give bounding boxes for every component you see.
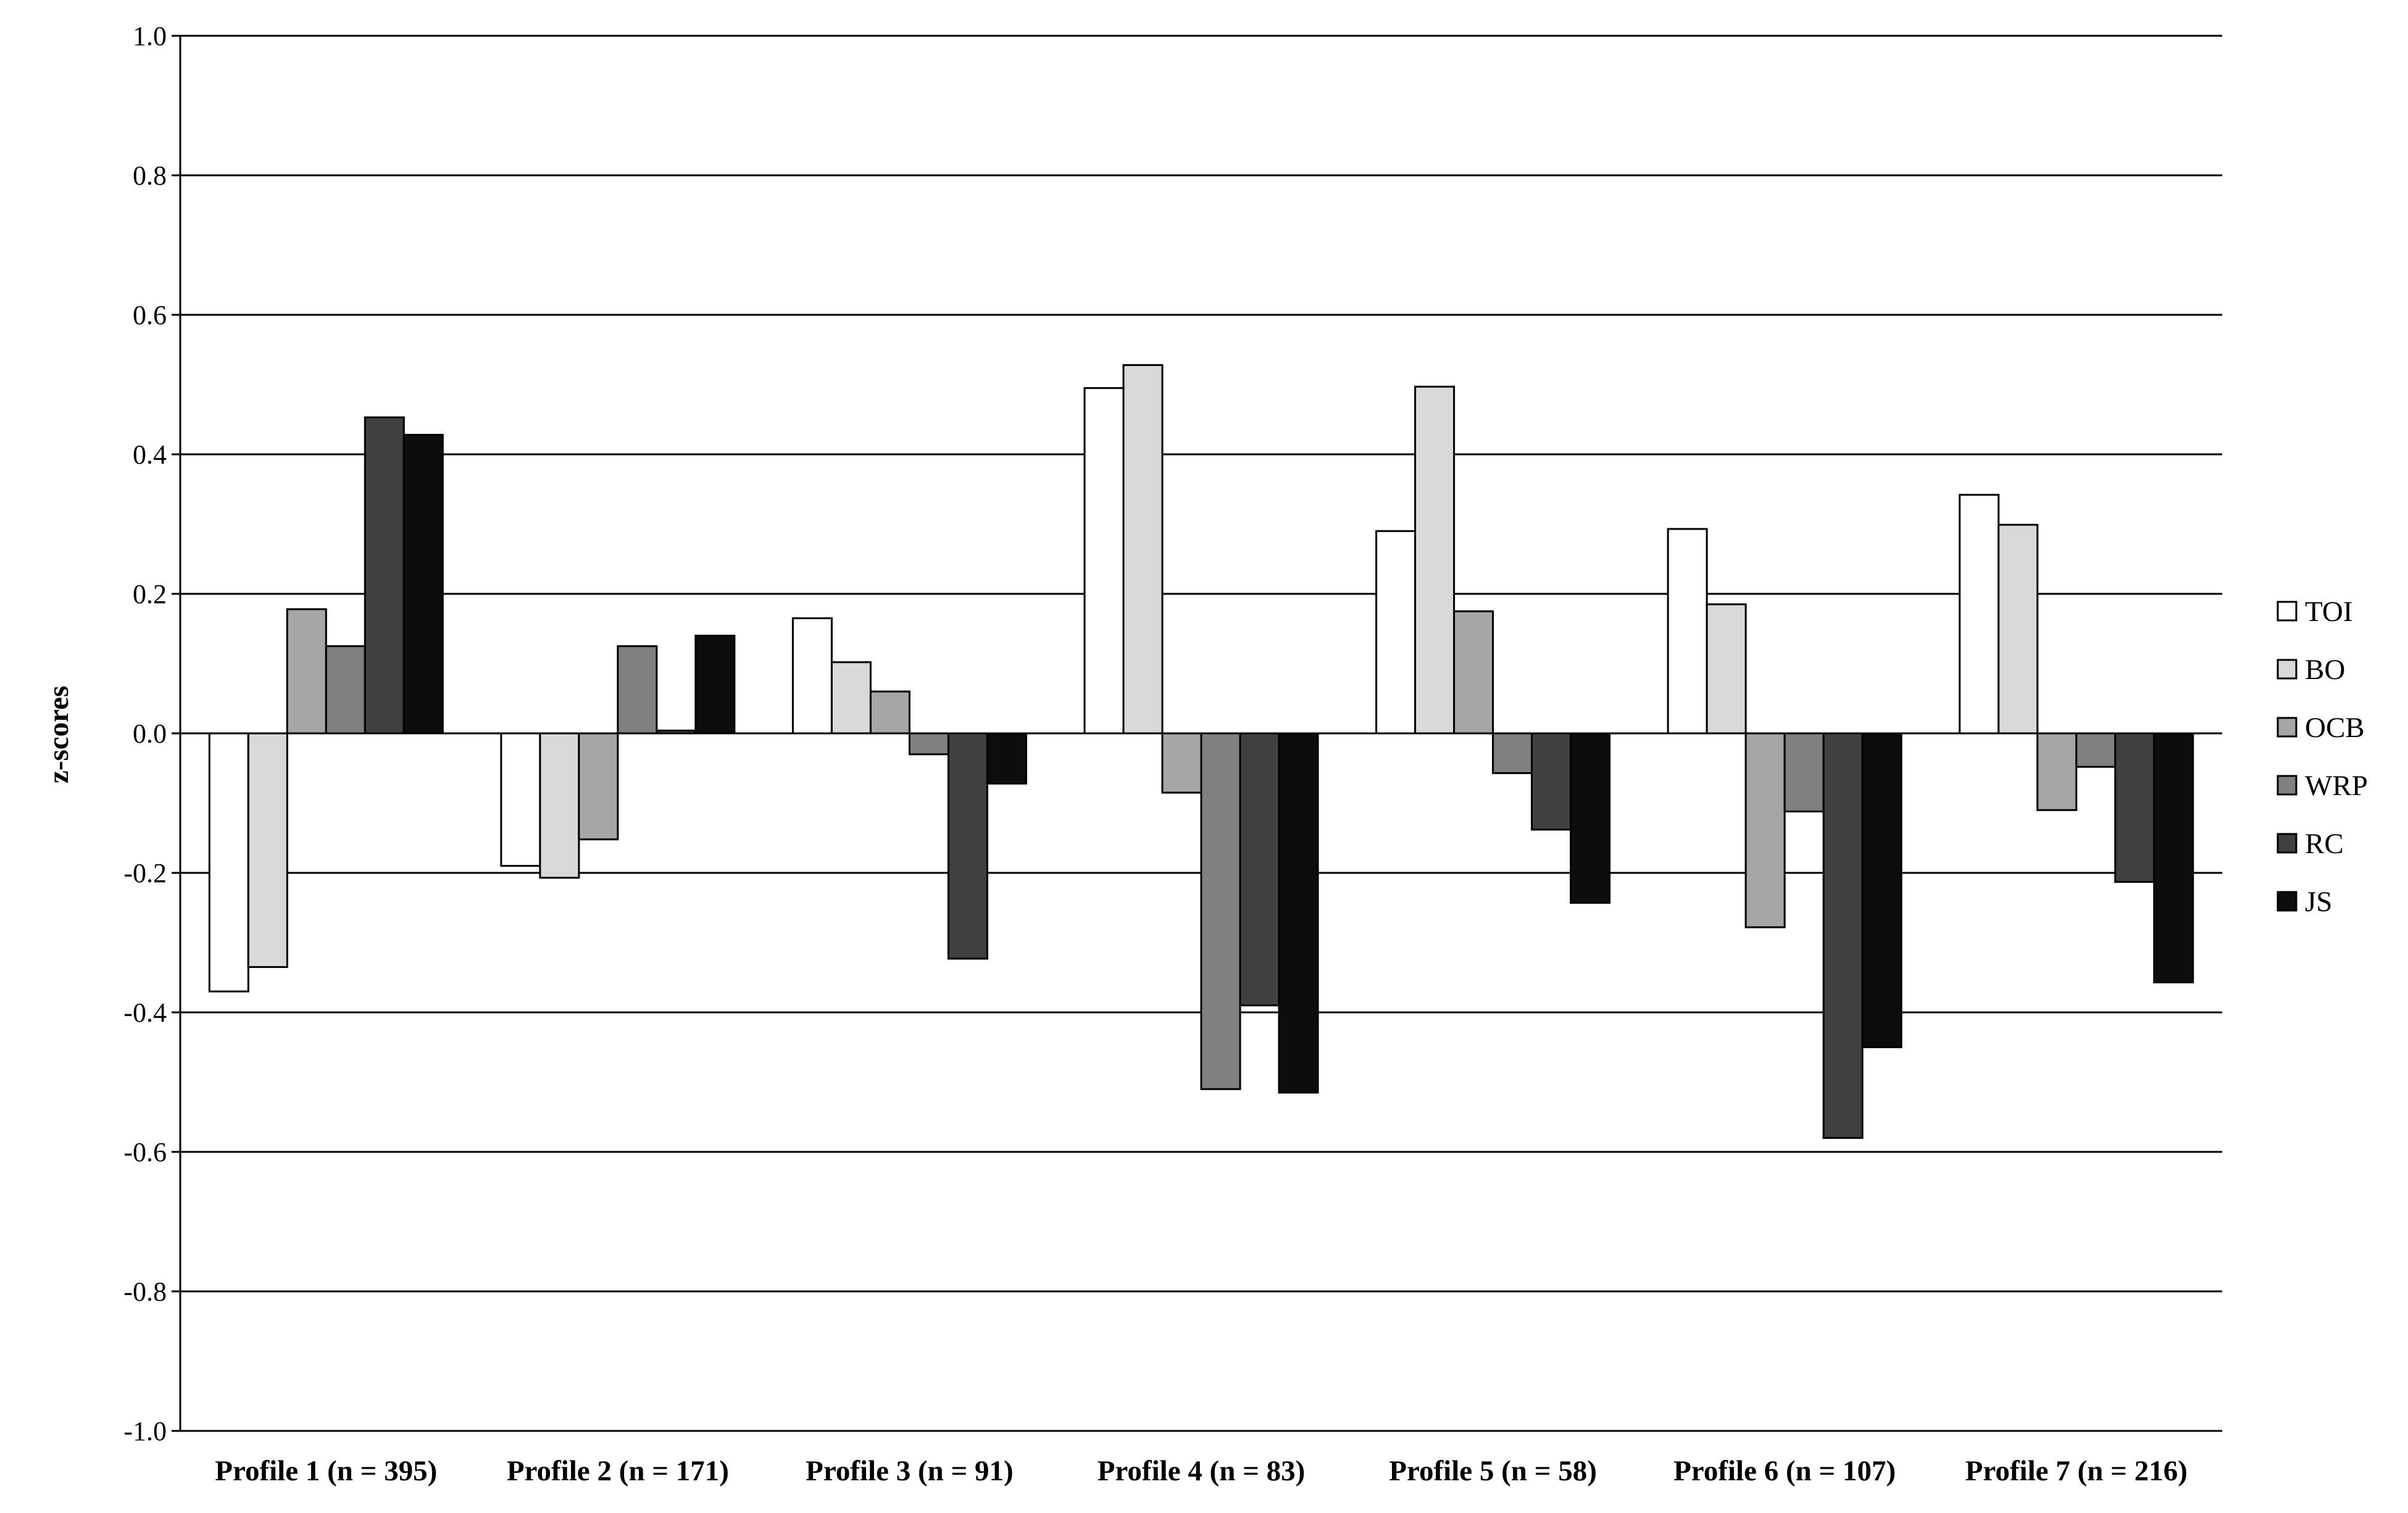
bar-bo-profile-5	[1414, 385, 1456, 735]
bar-ocb-profile-7	[2036, 732, 2078, 811]
y-axis-title: z-scores	[43, 686, 75, 783]
bar-toi-profile-1	[208, 732, 249, 993]
bar-bo-profile-3	[830, 661, 872, 735]
bar-wrp-profile-5	[1492, 732, 1533, 774]
bar-ocb-profile-6	[1744, 732, 1786, 928]
y-tick-label: -0.2	[123, 858, 167, 888]
bar-js-profile-3	[986, 732, 1027, 785]
bar-rc-profile-2	[656, 729, 697, 735]
bar-wrp-profile-3	[908, 732, 949, 756]
x-category-label: Profile 4 (n = 83)	[1098, 1455, 1306, 1487]
x-category-label: Profile 2 (n = 171)	[507, 1455, 729, 1487]
bar-toi-profile-6	[1667, 528, 1708, 735]
bar-ocb-profile-5	[1453, 610, 1494, 735]
legend: TOI BO OCB WRP RC JS	[2277, 596, 2368, 918]
legend-swatch-toi	[2277, 601, 2298, 622]
legend-label-ocb: OCB	[2305, 712, 2365, 744]
y-tick-label: -0.6	[123, 1137, 167, 1167]
bar-toi-profile-4	[1083, 387, 1125, 735]
bar-js-profile-6	[1861, 732, 1902, 1048]
bar-bo-profile-2	[539, 732, 580, 879]
y-tick-label: 0.2	[133, 579, 167, 609]
bar-toi-profile-7	[1959, 494, 2000, 735]
bar-toi-profile-2	[500, 732, 541, 867]
y-tick-label: 0.4	[133, 440, 167, 470]
bar-js-profile-2	[694, 635, 736, 735]
y-tick-label: -0.8	[123, 1277, 167, 1307]
legend-label-rc: RC	[2305, 828, 2344, 860]
legend-swatch-wrp	[2277, 775, 2298, 796]
bar-bo-profile-1	[247, 732, 288, 969]
y-tick-label: 0.0	[133, 719, 167, 749]
bar-ocb-profile-1	[286, 608, 327, 735]
legend-label-wrp: WRP	[2305, 770, 2368, 802]
x-category-label: Profile 1 (n = 395)	[215, 1455, 437, 1487]
axes: 1.0 0.8 0.6 0.4 0.2 0.0 -0.2 -0.4 -0.6 -0.8 -1.0 Pr…	[123, 21, 2187, 1487]
legend-label-js: JS	[2305, 886, 2332, 918]
bar-wrp-profile-1	[325, 645, 366, 735]
bar-rc-profile-1	[364, 416, 405, 735]
bars	[208, 364, 2194, 1139]
y-tick-label: 0.8	[133, 160, 167, 191]
bar-rc-profile-3	[947, 732, 988, 960]
bar-js-profile-7	[2153, 732, 2194, 983]
bar-rc-profile-5	[1531, 732, 1572, 831]
y-tick-label: 0.6	[133, 300, 167, 330]
bar-ocb-profile-4	[1161, 732, 1202, 794]
legend-swatch-bo	[2277, 659, 2298, 680]
bar-bo-profile-7	[1998, 523, 2039, 735]
y-tick-label: -1.0	[123, 1416, 167, 1446]
x-category-label: Profile 7 (n = 216)	[1965, 1455, 2188, 1487]
bar-toi-profile-5	[1375, 530, 1417, 735]
bar-wrp-profile-6	[1783, 732, 1825, 813]
y-tick-label: -0.4	[123, 998, 167, 1028]
bar-rc-profile-6	[1822, 732, 1864, 1139]
legend-swatch-ocb	[2277, 717, 2298, 738]
bar-js-profile-5	[1570, 732, 1611, 904]
legend-swatch-js	[2277, 891, 2298, 912]
bar-rc-profile-7	[2114, 732, 2156, 883]
bar-ocb-profile-3	[869, 690, 910, 735]
legend-label-toi: TOI	[2305, 596, 2352, 628]
bar-wrp-profile-2	[617, 645, 658, 735]
legend-label-bo: BO	[2305, 654, 2345, 686]
x-category-label: Profile 5 (n = 58)	[1389, 1455, 1597, 1487]
bar-wrp-profile-4	[1200, 732, 1241, 1090]
bar-bo-profile-4	[1122, 364, 1164, 735]
bar-ocb-profile-2	[578, 732, 619, 841]
bar-bo-profile-6	[1706, 603, 1747, 735]
bar-rc-profile-4	[1239, 732, 1280, 1007]
bar-js-profile-1	[402, 433, 444, 735]
bar-toi-profile-3	[791, 617, 833, 735]
bar-js-profile-4	[1278, 732, 1319, 1094]
x-category-label: Profile 6 (n = 107)	[1673, 1455, 1896, 1487]
bar-wrp-profile-7	[2075, 732, 2117, 768]
y-tick-label: 1.0	[133, 21, 167, 51]
legend-swatch-rc	[2277, 833, 2298, 854]
x-category-label: Profile 3 (n = 91)	[806, 1455, 1014, 1487]
